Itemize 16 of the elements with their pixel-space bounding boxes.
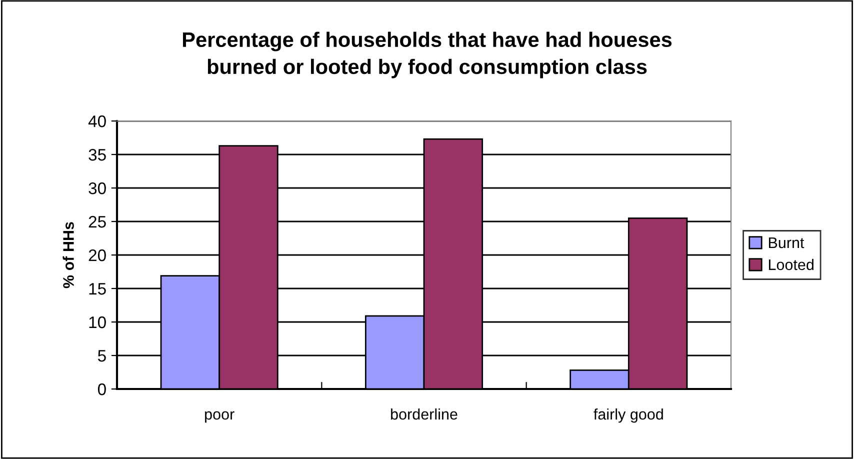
- x-tick-label: poor: [205, 411, 234, 423]
- y-tick-label: 5: [98, 350, 106, 362]
- y-tick-label: 40: [88, 115, 106, 128]
- chart-title: Percentage of households that have had houeses burned or looted by food consumption class: [182, 32, 672, 78]
- legend-label: Looted: [768, 258, 814, 270]
- legend-label: Burnt: [768, 238, 804, 248]
- x-tick-label: fairly good: [594, 408, 663, 423]
- y-tick-label: 0: [98, 383, 106, 396]
- y-tick-label: 35: [88, 148, 106, 161]
- x-tick-label: borderline: [391, 408, 458, 420]
- y-tick-label: 30: [88, 182, 106, 194]
- y-tick-label: 25: [88, 216, 106, 228]
- y-tick-label: 10: [89, 316, 106, 328]
- y-tick-label: 15: [89, 283, 106, 295]
- y-tick-label: 20: [88, 249, 106, 262]
- y-axis-title: % of HHs: [62, 222, 74, 288]
